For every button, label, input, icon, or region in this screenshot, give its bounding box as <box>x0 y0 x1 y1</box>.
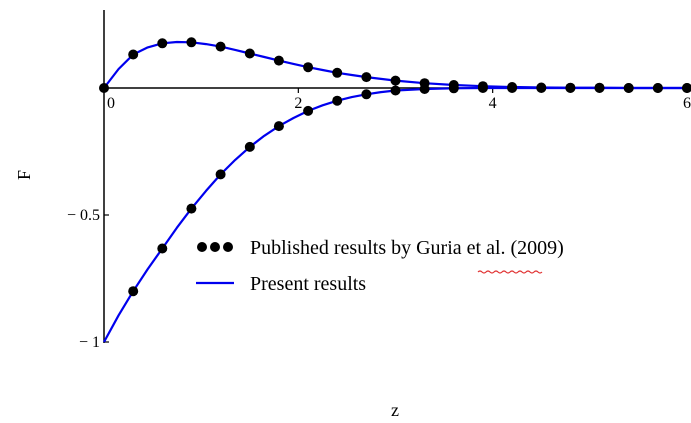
data-point <box>303 62 314 73</box>
legend: Published results by Guria et al. (2009)… <box>196 237 564 295</box>
y-tick-label: − 0.5 <box>67 207 100 224</box>
legend-marker <box>197 242 207 252</box>
data-point <box>128 286 139 297</box>
data-point <box>652 83 663 93</box>
x-tick-label: 6 <box>683 95 691 112</box>
data-point <box>682 83 691 93</box>
data-point <box>244 141 255 152</box>
data-point <box>390 75 401 86</box>
axes <box>103 10 687 343</box>
legend-marker <box>223 242 233 252</box>
data-point <box>448 83 459 94</box>
data-point <box>536 83 547 93</box>
ticks: 0 2 4 6 − 0.5 − 1 <box>67 88 691 351</box>
data-point <box>477 83 488 93</box>
data-point <box>507 83 518 93</box>
data-point <box>215 169 226 180</box>
data-point <box>186 203 197 214</box>
data-point <box>215 41 226 52</box>
data-point <box>565 83 576 93</box>
data-point <box>623 83 634 93</box>
data-point <box>419 84 430 94</box>
data-point <box>273 55 284 66</box>
data-point <box>157 38 168 49</box>
data-point <box>244 48 255 59</box>
data-point <box>99 83 109 93</box>
legend-label: Published results by Guria et al. (2009) <box>250 237 564 259</box>
data-point <box>273 121 284 132</box>
data-point <box>128 49 139 60</box>
legend-label: Present results <box>250 273 366 295</box>
x-tick-label: 0 <box>107 95 115 112</box>
data-point <box>157 243 168 254</box>
series-layer <box>99 37 691 343</box>
x-tick-label: 4 <box>489 95 497 112</box>
y-tick-label: − 1 <box>79 334 100 351</box>
x-axis-label: z <box>391 400 399 420</box>
data-point <box>390 85 401 96</box>
data-point <box>361 72 372 83</box>
data-point <box>332 67 343 78</box>
data-point <box>332 95 343 106</box>
y-axis-label: F <box>14 170 34 180</box>
legend-marker <box>210 242 220 252</box>
data-point <box>303 105 314 116</box>
spellcheck-squiggle <box>477 270 543 274</box>
x-tick-label: 2 <box>294 95 302 112</box>
data-point <box>594 83 605 93</box>
series-line <box>103 86 687 343</box>
data-point <box>361 89 372 100</box>
data-point <box>186 37 197 48</box>
